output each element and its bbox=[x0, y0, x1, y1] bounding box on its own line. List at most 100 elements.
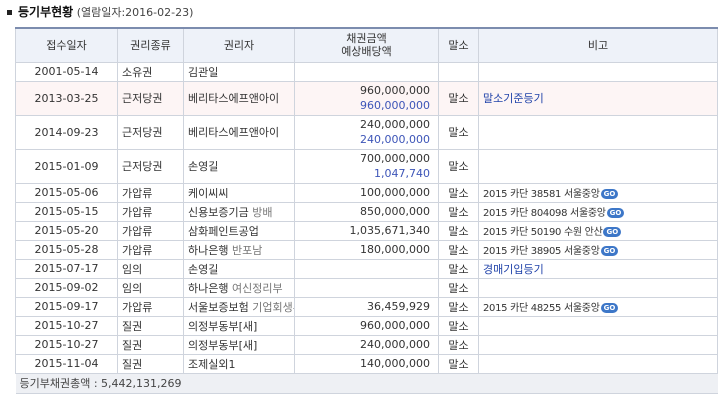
claim-amount: 100,000,000 bbox=[360, 186, 430, 199]
table-row: 2015-10-27 질권 의정부동부[새] 960,000,000 말소 bbox=[15, 315, 718, 336]
expected-dividend: 960,000,000 bbox=[360, 99, 430, 112]
cell-cancel: 말소 bbox=[438, 277, 479, 298]
cell-amount: 100,000,000 bbox=[294, 182, 439, 203]
table-row: 2013-03-25 근저당권 베리타스에프앤아이 960,000,000 960,00… bbox=[15, 80, 718, 116]
cell-amount: 960,000,000 960,000,000 bbox=[294, 80, 439, 116]
cell-memo: 2015 카단 804098 서울중앙 GO bbox=[478, 201, 718, 222]
cell-holder: 베리타스에프앤아이 bbox=[183, 80, 295, 116]
cell-memo bbox=[478, 61, 718, 82]
cell-date: 2013-03-25 bbox=[15, 80, 118, 116]
cell-type: 질권 bbox=[117, 315, 184, 336]
cell-cancel: 말소 bbox=[438, 80, 479, 116]
cell-holder: 베리타스에프앤아이 bbox=[183, 114, 295, 150]
cell-cancel: 말소 bbox=[438, 239, 479, 260]
cell-holder: 하나은행 반포남 bbox=[183, 239, 295, 260]
cell-amount: 700,000,000 1,047,740 bbox=[294, 148, 439, 184]
cell-amount: 180,000,000 bbox=[294, 239, 439, 260]
holder-name: 의정부동부[새] bbox=[188, 338, 258, 352]
cell-memo: 2015 카단 50190 수원 안산 GO bbox=[478, 220, 718, 241]
cell-memo: 2015 카단 38581 서울중앙 GO bbox=[478, 182, 718, 203]
cell-amount bbox=[294, 277, 439, 298]
table-row: 2015-05-06 가압류 케이씨씨 100,000,000 말소 2015 카단 38… bbox=[15, 182, 718, 203]
cell-cancel: 말소 bbox=[438, 182, 479, 203]
cell-amount: 36,459,929 bbox=[294, 296, 439, 317]
registry-table: 접수일자 권리종류 권리자 채권금액 예상배당액 말소 비고 2001-05-1… bbox=[15, 27, 718, 394]
go-button[interactable]: GO bbox=[603, 227, 622, 237]
cell-type: 가압류 bbox=[117, 296, 184, 317]
cell-date: 2015-05-06 bbox=[15, 182, 118, 203]
cell-date: 2014-09-23 bbox=[15, 114, 118, 150]
cell-type: 가압류 bbox=[117, 182, 184, 203]
section-heading: 등기부현황 (열람일자:2016-02-23) bbox=[3, 3, 193, 21]
cell-holder: 의정부동부[새] bbox=[183, 315, 295, 336]
memo-link[interactable]: 말소기준등기 bbox=[483, 92, 544, 105]
holder-name: 손영길 bbox=[188, 160, 219, 173]
cell-date: 2015-05-15 bbox=[15, 201, 118, 222]
cell-amount: 140,000,000 bbox=[294, 353, 439, 374]
go-button[interactable]: GO bbox=[600, 246, 619, 256]
cell-date: 2015-10-27 bbox=[15, 334, 118, 355]
cell-date: 2015-01-09 bbox=[15, 148, 118, 184]
cell-memo: 2015 카단 48255 서울중앙 GO bbox=[478, 296, 718, 317]
cell-amount: 240,000,000 bbox=[294, 334, 439, 355]
cell-type: 가압류 bbox=[117, 239, 184, 260]
cell-cancel: 말소 bbox=[438, 296, 479, 317]
cell-memo bbox=[478, 114, 718, 150]
case-number: 2015 카단 48255 서울중앙 bbox=[483, 303, 600, 314]
memo-link[interactable]: 경매기입등기 bbox=[483, 262, 544, 276]
cell-memo: 말소기준등기 bbox=[478, 80, 718, 116]
claim-amount: 960,000,000 bbox=[360, 319, 430, 332]
cell-holder: 의정부동부[새] bbox=[183, 334, 295, 355]
cell-holder: 조제실외1 bbox=[183, 353, 295, 374]
cell-cancel: 말소 bbox=[438, 315, 479, 336]
cell-date: 2015-05-20 bbox=[15, 220, 118, 241]
go-button[interactable]: GO bbox=[600, 189, 619, 199]
holder-name: 삼화페인트공업 bbox=[188, 224, 259, 238]
holder-name: 김관일 bbox=[188, 65, 219, 79]
holder-name: 손영길 bbox=[188, 262, 219, 276]
cell-type: 가압류 bbox=[117, 201, 184, 222]
header-date: 접수일자 bbox=[15, 27, 118, 63]
case-number: 2015 카단 38905 서울중앙 bbox=[483, 246, 600, 257]
square-bullet-icon bbox=[7, 9, 12, 15]
cell-cancel: 말소 bbox=[438, 148, 479, 184]
cell-type: 질권 bbox=[117, 334, 184, 355]
cell-date: 2001-05-14 bbox=[15, 61, 118, 82]
holder-name: 베리타스에프앤아이 bbox=[188, 92, 280, 105]
cell-type: 가압류 bbox=[117, 220, 184, 241]
claim-amount: 1,035,671,340 bbox=[349, 224, 430, 237]
table-row: 2001-05-14 소유권 김관일 bbox=[15, 61, 718, 82]
expected-dividend: 240,000,000 bbox=[360, 133, 430, 146]
go-button[interactable]: GO bbox=[606, 208, 625, 218]
total-amount: 등기부채권총액 : 5,442,131,269 bbox=[15, 372, 718, 394]
table-header-row: 접수일자 권리종류 권리자 채권금액 예상배당액 말소 비고 bbox=[15, 27, 718, 63]
table-row: 2015-05-20 가압류 삼화페인트공업 1,035,671,340 말소 2015 … bbox=[15, 220, 718, 241]
holder-name: 베리타스에프앤아이 bbox=[188, 126, 280, 139]
cell-memo bbox=[478, 315, 718, 336]
go-button[interactable]: GO bbox=[600, 303, 619, 313]
cell-holder: 삼화페인트공업 bbox=[183, 220, 295, 241]
cell-cancel bbox=[438, 61, 479, 82]
cell-amount bbox=[294, 61, 439, 82]
cell-holder: 손영길 bbox=[183, 148, 295, 184]
case-number: 2015 카단 50190 수원 안산 bbox=[483, 227, 603, 238]
header-amount: 채권금액 예상배당액 bbox=[294, 27, 439, 63]
cell-cancel: 말소 bbox=[438, 220, 479, 241]
table-row: 2015-09-02 임의 하나은행 여신정리부 말소 bbox=[15, 277, 718, 298]
claim-amount: 700,000,000 bbox=[360, 152, 430, 165]
cell-amount: 850,000,000 bbox=[294, 201, 439, 222]
claim-amount: 960,000,000 bbox=[360, 84, 430, 97]
cell-cancel: 말소 bbox=[438, 353, 479, 374]
header-type: 권리종류 bbox=[117, 27, 184, 63]
holder-branch: 반포남 bbox=[231, 243, 263, 257]
holder-branch: 방배 bbox=[252, 205, 273, 219]
case-number: 2015 카단 804098 서울중앙 bbox=[483, 208, 606, 219]
cell-date: 2015-10-27 bbox=[15, 315, 118, 336]
cell-amount: 960,000,000 bbox=[294, 315, 439, 336]
cell-memo bbox=[478, 353, 718, 374]
table-row: 2015-10-27 질권 의정부동부[새] 240,000,000 말소 bbox=[15, 334, 718, 355]
cell-date: 2015-05-28 bbox=[15, 239, 118, 260]
cell-holder: 신용보증기금 방배 bbox=[183, 201, 295, 222]
cell-memo bbox=[478, 148, 718, 184]
